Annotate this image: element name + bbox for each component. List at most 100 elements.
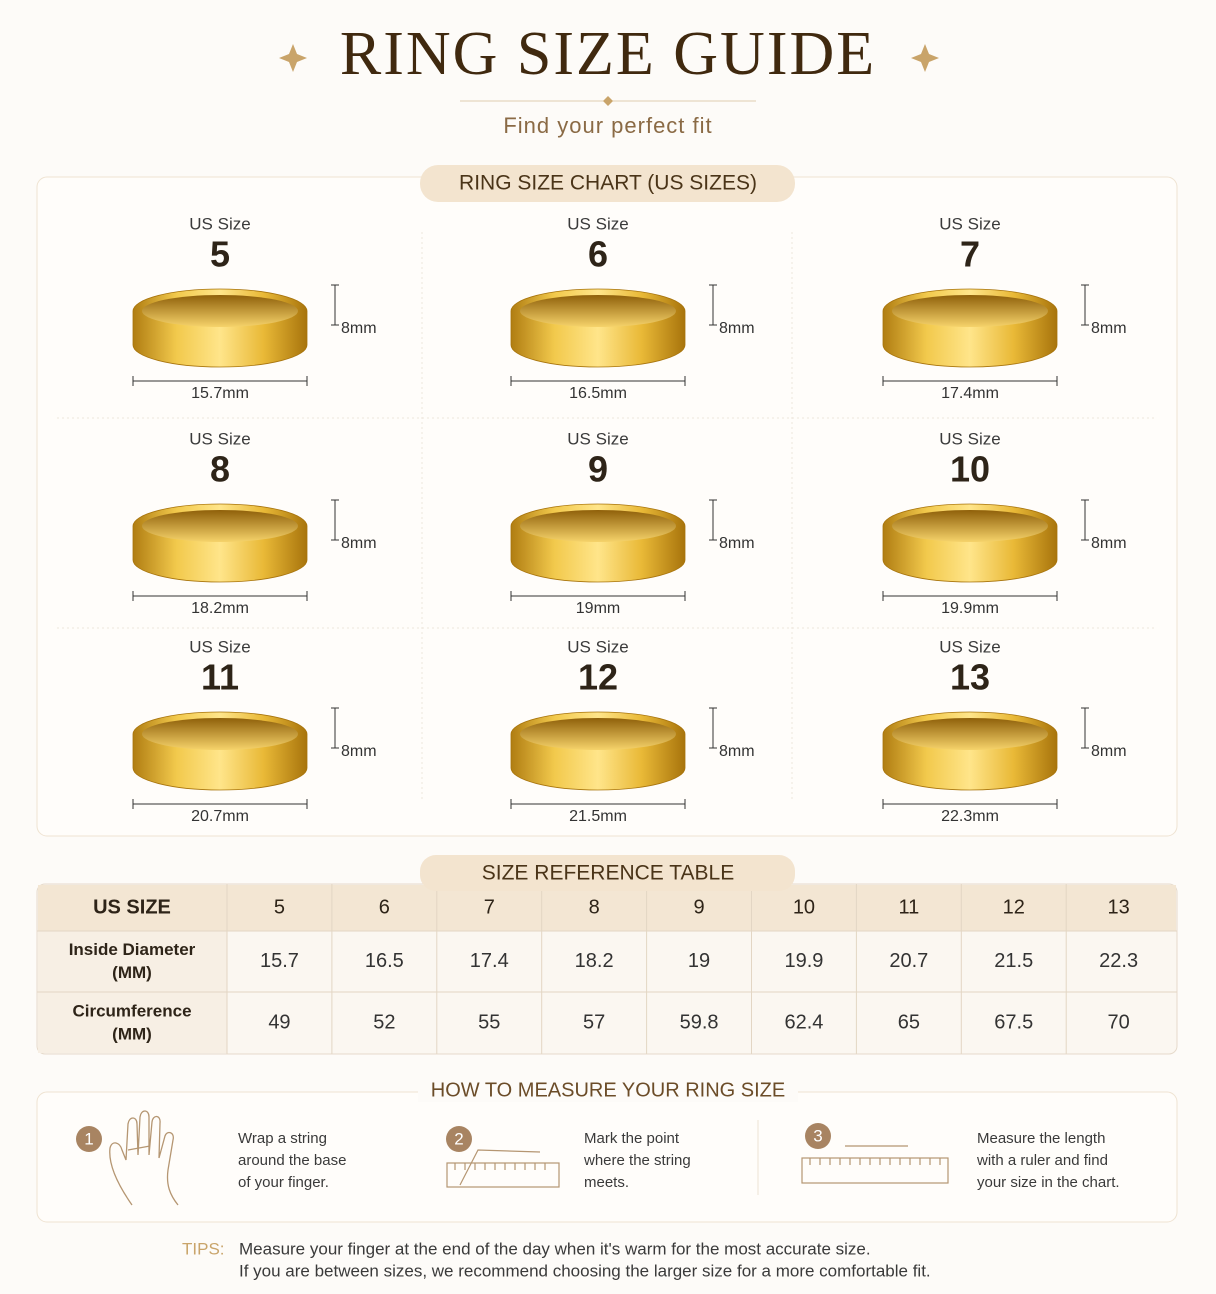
cell: 21.5	[994, 950, 1033, 972]
section-title: HOW TO MEASURE YOUR RING SIZE	[431, 1079, 786, 1101]
cell: 19	[688, 950, 710, 972]
width-line	[331, 707, 339, 749]
diameter-line	[882, 591, 1058, 601]
hand-icon	[109, 1110, 179, 1206]
header-row	[38, 885, 1176, 931]
width-line	[1081, 284, 1089, 326]
diameter-line	[510, 591, 686, 601]
size-label: US Size	[939, 214, 1000, 233]
width-line	[1081, 707, 1089, 749]
size-label: US Size	[189, 429, 250, 448]
diameter-line	[132, 376, 308, 386]
width-line	[709, 499, 717, 541]
tip-line: Measure your finger at the end of the da…	[239, 1239, 871, 1258]
step-text: around the base	[238, 1152, 346, 1169]
header-cell: 10	[793, 896, 815, 918]
pill	[420, 855, 795, 891]
width-label: 8mm	[341, 320, 377, 337]
title: RING SIZE GUIDE	[340, 20, 876, 88]
sparkle	[279, 44, 307, 72]
ruler-icon	[801, 1145, 949, 1184]
width-line	[331, 284, 339, 326]
sparkle	[911, 44, 939, 72]
width-label: 8mm	[341, 535, 377, 552]
step-badge	[805, 1123, 831, 1149]
cell: 59.8	[680, 1011, 719, 1033]
diameter-line	[132, 799, 308, 809]
header-cell: 6	[379, 896, 390, 918]
width-line	[331, 499, 339, 541]
cell: 57	[583, 1011, 605, 1033]
row-label: (MM)	[112, 963, 152, 982]
width-label: 8mm	[1091, 743, 1127, 760]
step-number: 1	[84, 1129, 93, 1148]
cell: 17.4	[470, 950, 509, 972]
step-badge	[76, 1126, 102, 1152]
header-cell: US SIZE	[93, 896, 171, 918]
size-label: US Size	[939, 429, 1000, 448]
ruler-icon	[446, 1149, 560, 1188]
title-gap	[418, 1080, 798, 1102]
subtitle: Find your perfect fit	[503, 113, 712, 138]
size-number: 10	[950, 449, 990, 490]
cell: 18.2	[575, 950, 614, 972]
diameter-label: 18.2mm	[191, 600, 249, 617]
ring-hole	[892, 718, 1048, 750]
width-label: 8mm	[719, 743, 755, 760]
grid	[57, 232, 1157, 800]
cell: 19.9	[784, 950, 823, 972]
size-label: US Size	[939, 637, 1000, 656]
ring-hole	[520, 510, 676, 542]
header-cell: 13	[1108, 896, 1130, 918]
ring-hole	[142, 718, 298, 750]
header-cell: 5	[274, 896, 285, 918]
ring-hole	[520, 718, 676, 750]
size-label: US Size	[567, 429, 628, 448]
width-label: 8mm	[719, 535, 755, 552]
ring-hole	[142, 295, 298, 327]
row-label: Inside Diameter	[69, 940, 196, 959]
step-badge	[446, 1126, 472, 1152]
cell: 16.5	[365, 950, 404, 972]
step-text: your size in the chart.	[977, 1174, 1120, 1191]
cell: 49	[268, 1011, 290, 1033]
ring-hole	[892, 295, 1048, 327]
diameter-line	[510, 799, 686, 809]
diamond	[603, 96, 613, 106]
header-cell: 7	[484, 896, 495, 918]
diameter-label: 19mm	[576, 600, 620, 617]
width-label: 8mm	[719, 320, 755, 337]
diameter-label: 21.5mm	[569, 808, 627, 825]
cell: 62.4	[784, 1011, 823, 1033]
ring-hole	[142, 510, 298, 542]
diameter-label: 22.3mm	[941, 808, 999, 825]
size-number: 6	[588, 234, 608, 275]
step-text: Measure the length	[977, 1130, 1105, 1147]
step-text: of your finger.	[238, 1174, 329, 1191]
cell: 15.7	[260, 950, 299, 972]
diameter-line	[882, 376, 1058, 386]
step-number: 3	[813, 1126, 822, 1145]
width-label: 8mm	[1091, 320, 1127, 337]
tips-label: TIPS:	[182, 1239, 225, 1258]
size-label: US Size	[567, 214, 628, 233]
width-line	[709, 707, 717, 749]
header-cell: 8	[589, 896, 600, 918]
diameter-label: 20.7mm	[191, 808, 249, 825]
step-text: Mark the point	[584, 1130, 680, 1147]
width-label: 8mm	[341, 743, 377, 760]
pill	[420, 165, 795, 202]
cell: 52	[373, 1011, 395, 1033]
size-label: US Size	[567, 637, 628, 656]
tip-line: If you are between sizes, we recommend c…	[239, 1261, 931, 1280]
size-number: 11	[201, 657, 239, 698]
diameter-label: 15.7mm	[191, 385, 249, 402]
row-label: Circumference	[72, 1001, 191, 1020]
